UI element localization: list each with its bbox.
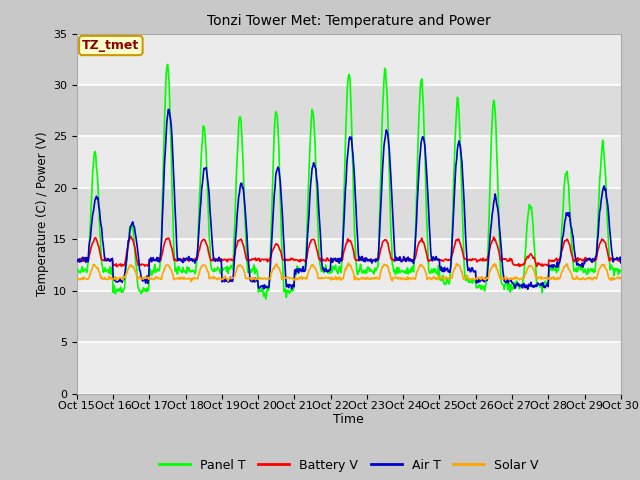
Solar V: [617, 275, 625, 281]
Air T: [223, 277, 231, 283]
Air T: [139, 278, 147, 284]
Panel T: [223, 264, 231, 269]
Solar V: [188, 278, 195, 284]
Panel T: [164, 61, 172, 67]
Bar: [77, 34, 621, 85]
Air T: [617, 260, 625, 266]
Panel T: [262, 296, 270, 302]
Air T: [83, 255, 90, 261]
Legend: Panel T, Battery V, Air T, Solar V: Panel T, Battery V, Air T, Solar V: [154, 454, 544, 477]
Title: Tonzi Tower Met: Temperature and Power: Tonzi Tower Met: Temperature and Power: [207, 14, 491, 28]
Air T: [164, 107, 172, 112]
Battery V: [224, 256, 232, 262]
Panel T: [83, 270, 90, 276]
Battery V: [140, 262, 148, 267]
Panel T: [73, 267, 81, 273]
Air T: [524, 287, 532, 292]
X-axis label: Time: Time: [333, 413, 364, 426]
Solar V: [83, 276, 90, 282]
Bar: [77, 136, 621, 188]
Air T: [195, 232, 202, 238]
Solar V: [433, 275, 440, 281]
Air T: [431, 257, 439, 263]
Y-axis label: Temperature (C) / Power (V): Temperature (C) / Power (V): [36, 132, 49, 296]
Battery V: [127, 233, 134, 239]
Solar V: [73, 275, 81, 280]
Panel T: [617, 268, 625, 274]
Solar V: [417, 262, 424, 268]
Battery V: [433, 256, 440, 262]
Line: Battery V: Battery V: [77, 236, 621, 266]
Solar V: [344, 260, 352, 266]
Solar V: [195, 272, 202, 278]
Panel T: [195, 220, 202, 226]
Battery V: [196, 248, 204, 253]
Line: Solar V: Solar V: [77, 263, 621, 281]
Bar: [77, 240, 621, 291]
Panel T: [433, 270, 440, 276]
Line: Panel T: Panel T: [77, 64, 621, 299]
Text: TZ_tmet: TZ_tmet: [82, 39, 140, 52]
Panel T: [417, 84, 424, 90]
Battery V: [417, 239, 424, 244]
Battery V: [73, 257, 81, 263]
Line: Air T: Air T: [77, 109, 621, 289]
Solar V: [223, 276, 231, 282]
Battery V: [113, 264, 121, 269]
Bar: [77, 342, 621, 394]
Air T: [416, 157, 424, 163]
Panel T: [139, 289, 147, 295]
Battery V: [617, 258, 625, 264]
Solar V: [139, 275, 147, 280]
Battery V: [83, 259, 90, 264]
Air T: [73, 257, 81, 263]
